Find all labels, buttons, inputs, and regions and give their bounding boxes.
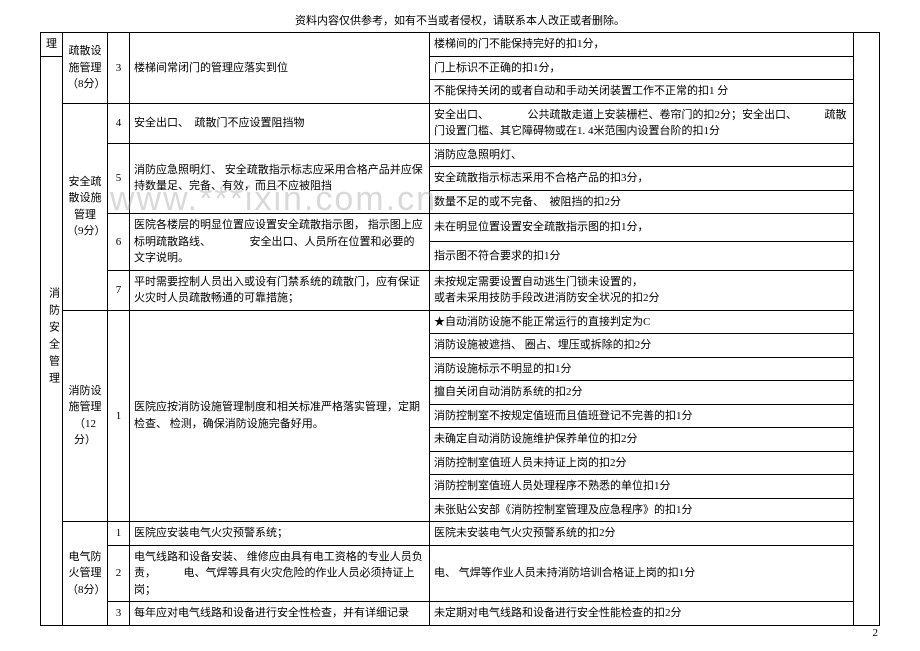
- criteria-cell: 未在明显位置设置安全疏散指示图的扣1分，: [430, 214, 854, 242]
- criteria-cell: 未确定自动消防设施维护保养单位的扣2分: [430, 428, 854, 452]
- table-row: 电气防火管理（8分） 1 医院应安装电气火灾预警系统； 医院未安装电气火灾预警系…: [41, 522, 880, 546]
- table-row: 理 疏散设施管理（8分） 3 楼梯间常闭门的管理应落实到位 楼梯间的门不能保持完…: [41, 33, 880, 57]
- table-row: 3 每年应对电气线路和设备进行安全性检查，并有详细记录 未定期对电气线路和设备进…: [41, 602, 880, 626]
- criteria-cell: 数量不足的或不完备、 被阻挡的扣2分: [430, 190, 854, 214]
- table-row: 消防设施管理（12分） 1 医院应按消防设施管理制度和相关标准严格落实管理，定期…: [41, 310, 880, 334]
- criteria-cell: 指示图不符合要求的扣1分: [430, 242, 854, 270]
- requirement-cell: 每年应对电气线路和设备进行安全性检查，并有详细记录: [130, 602, 430, 626]
- criteria-cell: 未按规定需要设置自动逃生门锁未设置的， 或者未采用技防手段改进消防安全状况的扣2分: [430, 270, 854, 310]
- category-cell-top: 理: [41, 33, 63, 57]
- criteria-cell: 未张贴公安部《消防控制室管理及应急程序》的扣1分: [430, 498, 854, 522]
- table-row: 6 医院各楼层的明显位置应设置安全疏散指示图， 指示图上应标明疏散路线、 安全出…: [41, 214, 880, 242]
- requirement-cell: 电气线路和设备安装、 维修应由具有电工资格的专业人员负责， 电、气焊等具有火灾危…: [130, 545, 430, 602]
- section-cell: 疏散设施管理（8分）: [63, 33, 108, 104]
- criteria-cell: 楼梯间的门不能保持完好的扣1分，: [430, 33, 854, 57]
- criteria-cell: 安全疏散指示标志采用不合格产品的扣3分，: [430, 167, 854, 191]
- score-cell: [854, 33, 880, 626]
- item-no: 5: [108, 143, 130, 214]
- criteria-cell: 消防控制室值班人员未持证上岗的扣2分: [430, 451, 854, 475]
- item-no: 6: [108, 214, 130, 271]
- requirement-cell: 消防应急照明灯、 安全疏散指示标志应采用合格产品并应保持数量足、完备、有效，而且…: [130, 143, 430, 214]
- requirement-cell: 医院应安装电气火灾预警系统；: [130, 522, 430, 546]
- vertical-label: 消防安全管理: [45, 287, 62, 389]
- criteria-cell: 擅自关闭自动消防系统的扣2分: [430, 381, 854, 405]
- criteria-cell: 安全出口、 公共疏散走道上安装栅栏、卷帘门的扣2分；安全出口、 疏散门设置门槛、…: [430, 103, 854, 143]
- table-row: 5 消防应急照明灯、 安全疏散指示标志应采用合格产品并应保持数量足、完备、有效，…: [41, 143, 880, 167]
- criteria-cell: 消防控制室值班人员处理程序不熟悉的单位扣1分: [430, 475, 854, 499]
- criteria-cell: ★自动消防设施不能正常运行的直接判定为C: [430, 310, 854, 334]
- criteria-cell: 消防应急照明灯、: [430, 143, 854, 167]
- section-cell: 消防设施管理（12分）: [63, 310, 108, 522]
- requirement-cell: 医院各楼层的明显位置应设置安全疏散指示图， 指示图上应标明疏散路线、 安全出口、…: [130, 214, 430, 271]
- page-number: 2: [873, 627, 879, 639]
- criteria-line: 未按规定需要设置自动逃生门锁未设置的，: [434, 276, 643, 288]
- requirement-cell: 医院应按消防设施管理制度和相关标准严格落实管理，定期检查、 检测，确保消防设施完…: [130, 310, 430, 522]
- criteria-cell: 不能保持关闭的或者自动和手动关闭装置工作不正常的扣1 分: [430, 80, 854, 104]
- header-disclaimer: 资料内容仅供参考，如有不当或者侵权，请联系本人改正或者删除。: [0, 0, 920, 32]
- criteria-cell: 未定期对电气线路和设备进行安全性能检查的扣2分: [430, 602, 854, 626]
- section-cell: 安全疏散设施管理（9分）: [63, 103, 108, 310]
- requirement-cell: 安全出口、 疏散门不应设置阻挡物: [130, 103, 430, 143]
- item-no: 4: [108, 103, 130, 143]
- section-cell: 电气防火管理（8分）: [63, 522, 108, 626]
- requirement-cell: 楼梯间常闭门的管理应落实到位: [130, 33, 430, 104]
- item-no: 2: [108, 545, 130, 602]
- item-no: 7: [108, 270, 130, 310]
- item-no: 3: [108, 33, 130, 104]
- criteria-line: 或者未采用技防手段改进消防安全状况的扣2分: [434, 292, 660, 304]
- table-row: 7 平时需要控制人员出入或设有门禁系统的疏散门，应有保证火灾时人员疏散畅通的可靠…: [41, 270, 880, 310]
- criteria-cell: 门上标识不正确的扣1分，: [430, 56, 854, 80]
- table-row: 安全疏散设施管理（9分） 4 安全出口、 疏散门不应设置阻挡物 安全出口、 公共…: [41, 103, 880, 143]
- page-content: 理 疏散设施管理（8分） 3 楼梯间常闭门的管理应落实到位 楼梯间的门不能保持完…: [0, 32, 920, 626]
- item-no: 1: [108, 310, 130, 522]
- criteria-cell: 消防设施标示不明显的扣1分: [430, 357, 854, 381]
- criteria-cell: 消防控制室不按规定值班而且值班登记不完善的扣1分: [430, 404, 854, 428]
- item-no: 1: [108, 522, 130, 546]
- evaluation-table: 理 疏散设施管理（8分） 3 楼梯间常闭门的管理应落实到位 楼梯间的门不能保持完…: [40, 32, 880, 626]
- criteria-cell: 医院未安装电气火灾预警系统的扣2分: [430, 522, 854, 546]
- criteria-cell: 消防设施被遮挡、 圈占、埋压或拆除的扣2分: [430, 334, 854, 358]
- category-cell-main: 消防安全管理: [41, 56, 63, 625]
- requirement-cell: 平时需要控制人员出入或设有门禁系统的疏散门，应有保证火灾时人员疏散畅通的可靠措施…: [130, 270, 430, 310]
- criteria-cell: 电、 气焊等作业人员未持消防培训合格证上岗的扣1分: [430, 545, 854, 602]
- item-no: 3: [108, 602, 130, 626]
- table-row: 2 电气线路和设备安装、 维修应由具有电工资格的专业人员负责， 电、气焊等具有火…: [41, 545, 880, 602]
